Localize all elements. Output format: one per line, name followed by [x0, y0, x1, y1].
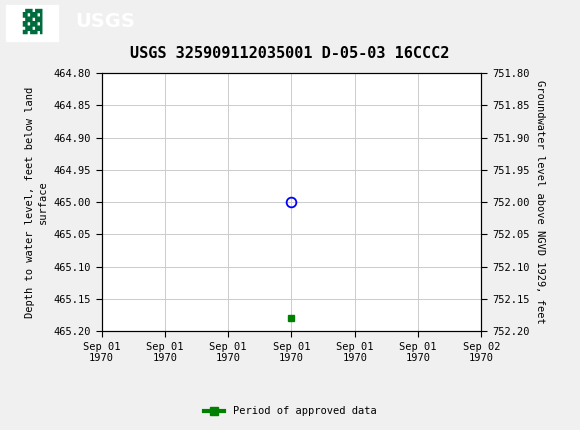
Y-axis label: Groundwater level above NGVD 1929, feet: Groundwater level above NGVD 1929, feet	[535, 80, 545, 324]
FancyBboxPatch shape	[6, 4, 58, 41]
Legend: Period of approved data: Period of approved data	[200, 402, 380, 421]
Text: ▓: ▓	[22, 9, 42, 34]
Text: USGS 325909112035001 D-05-03 16CCC2: USGS 325909112035001 D-05-03 16CCC2	[130, 46, 450, 61]
Text: USGS: USGS	[75, 12, 135, 31]
Y-axis label: Depth to water level, feet below land
surface: Depth to water level, feet below land su…	[25, 86, 48, 318]
